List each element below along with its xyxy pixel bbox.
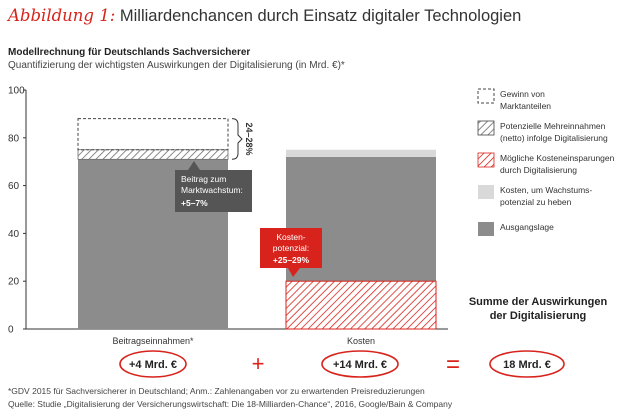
bar-segment-marktanteile (77, 118, 229, 151)
y-tick-label: 40 (8, 229, 20, 240)
legend-label: Potenzielle Mehreinnahmen (500, 121, 606, 131)
plus-operator: + (252, 351, 265, 376)
range-bracket (231, 118, 243, 160)
range-label: 24–28% (244, 122, 254, 155)
figure-title: Abbildung 1: Milliardenchancen durch Ein… (8, 6, 521, 26)
callout-cost-text: potenzial: (273, 243, 309, 253)
total-value: 18 Mrd. € (503, 359, 551, 371)
callout-growth-value: +5–7% (181, 198, 208, 208)
legend-swatch (477, 152, 495, 168)
source-note: Quelle: Studie „Digitalisierung der Vers… (8, 399, 453, 409)
y-tick-label: 0 (8, 325, 14, 336)
bar-segment-mehreinnahmen (77, 149, 229, 160)
legend-label: Gewinn von (500, 89, 545, 99)
callout-growth-text: Beitrag zum (181, 174, 226, 184)
total-highlight-ellipse (489, 350, 565, 378)
figure-title-text: Milliardenchancen durch Einsatz digitale… (119, 7, 522, 25)
summary-title: Summe der Auswirkungen (469, 296, 608, 308)
total-value: +4 Mrd. € (129, 359, 177, 371)
legend-swatch (478, 222, 494, 236)
footnote: *GDV 2015 für Sachversicherer in Deutsch… (8, 386, 425, 396)
callout-growth-box (175, 161, 252, 212)
total-value: +14 Mrd. € (333, 359, 387, 371)
x-category-label: Beitragseinnahmen* (112, 336, 194, 346)
callout-cost-text: Kosten- (276, 232, 305, 242)
legend-swatch (477, 88, 495, 104)
legend-label: Ausgangslage (500, 222, 554, 232)
legend-label: Kosten, um Wachstums- (500, 185, 592, 195)
legend-label: Mögliche Kosteneinsparungen (500, 153, 615, 163)
total-highlight-ellipse (321, 350, 399, 378)
legend-label: durch Digitalisierung (500, 165, 577, 175)
summary-title: der Digitalisierung (490, 310, 587, 322)
callout-growth-text: Marktwachstum: (181, 185, 243, 195)
y-tick-label: 100 (8, 86, 25, 97)
x-category-label: Kosten (347, 336, 375, 346)
y-tick-label: 80 (8, 133, 20, 144)
legend-swatch (478, 185, 494, 199)
y-tick-label: 20 (8, 277, 20, 288)
callout-cost-value: +25–29% (273, 255, 310, 265)
total-highlight-ellipse (119, 350, 187, 378)
legend-label: (netto) infolge Digitalisierung (500, 133, 608, 143)
legend-label: potenzial zu heben (500, 197, 572, 207)
figure-label: Abbildung 1: (8, 6, 116, 25)
bar-segment-kosteneinsparungen (285, 280, 437, 330)
legend-swatch (477, 120, 495, 136)
chart-subtitle-detail: Quantifizierung der wichtigsten Auswirku… (8, 60, 345, 71)
callout-cost-box (260, 228, 322, 277)
equals-operator: = (446, 351, 460, 378)
chart-subtitle: Modellrechnung für Deutschlands Sachvers… (8, 47, 251, 58)
legend-label: Marktanteilen (500, 101, 551, 111)
bar-segment-wachstumskosten (286, 149, 436, 157)
y-tick-label: 60 (8, 181, 20, 192)
